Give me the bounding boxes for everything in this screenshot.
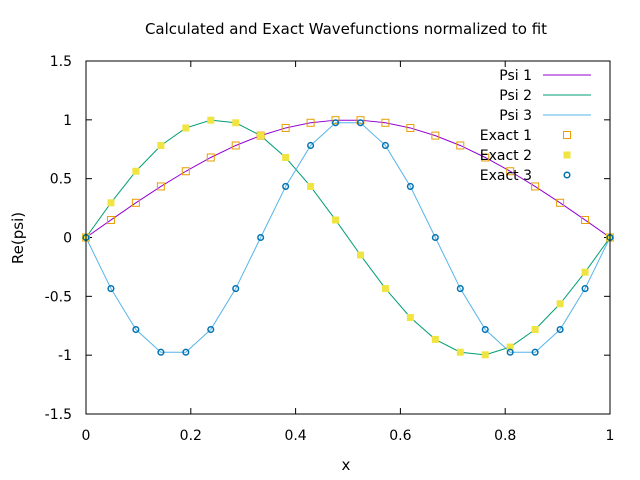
exact-1-point bbox=[181, 167, 190, 176]
exact-1-point bbox=[206, 153, 215, 162]
exact-3-point bbox=[431, 233, 439, 242]
exact-3-point bbox=[381, 141, 389, 150]
exact-1-point bbox=[106, 215, 115, 224]
exact-1-point bbox=[356, 116, 365, 125]
exact-2-point bbox=[182, 124, 190, 132]
legend-swatch-exact-2 bbox=[563, 151, 571, 159]
legend-label-exact-1: Exact 1 bbox=[480, 128, 532, 144]
y-tick-label: 1 bbox=[63, 113, 72, 129]
exact-1-point bbox=[281, 123, 290, 132]
exact-3-point bbox=[331, 119, 340, 127]
exact-3-point bbox=[282, 182, 290, 190]
exact-3-point bbox=[406, 182, 414, 190]
exact-2-point bbox=[132, 167, 140, 175]
exact-3-point bbox=[107, 285, 115, 293]
psi-2-line bbox=[85, 119, 611, 356]
exact-2-point bbox=[307, 182, 315, 190]
exact-3-point bbox=[232, 285, 240, 293]
y-tick-label: -1.5 bbox=[45, 407, 72, 423]
exact-1-point bbox=[231, 141, 240, 150]
exact-1-point bbox=[456, 141, 465, 150]
exact-2-point bbox=[207, 116, 215, 124]
legend-label-exact-2: Exact 2 bbox=[480, 148, 532, 164]
series-lines bbox=[85, 119, 611, 356]
x-axis-title: x bbox=[342, 456, 351, 474]
exact-1-point bbox=[481, 153, 490, 162]
exact-3-point bbox=[506, 348, 514, 356]
x-tick-label: 0.8 bbox=[494, 428, 516, 444]
exact-2-point bbox=[332, 216, 340, 224]
exact-2-point bbox=[257, 132, 265, 140]
plot-frame bbox=[85, 60, 611, 415]
legend-swatch-exact-3 bbox=[563, 171, 571, 179]
exact-1-point bbox=[306, 118, 315, 127]
exact-1-point bbox=[381, 118, 390, 127]
exact-2-point bbox=[157, 141, 165, 149]
exact-1-point bbox=[131, 198, 140, 207]
exact-1-point bbox=[156, 182, 165, 191]
exact-1-point bbox=[506, 167, 515, 176]
x-tick-label: 0.6 bbox=[389, 428, 411, 444]
exact-2-point bbox=[556, 300, 564, 308]
exact-1-point bbox=[431, 131, 440, 140]
x-tick-label: 0.2 bbox=[180, 428, 202, 444]
exact-3-point bbox=[157, 348, 165, 356]
legend: Psi 1 Psi 2 Psi 3 Exact 1 Exact 2 Exact 3 bbox=[480, 68, 591, 184]
exact-2-point bbox=[431, 335, 439, 343]
exact-2-point bbox=[282, 153, 290, 161]
exact-3-point bbox=[132, 325, 140, 334]
exact-3-point bbox=[456, 285, 464, 293]
y-tick-label: -0.5 bbox=[45, 289, 72, 305]
y-tick-label: 0.5 bbox=[50, 172, 72, 188]
x-tick-label: 0 bbox=[82, 428, 91, 444]
exact-2-point bbox=[531, 326, 539, 334]
exact-1-point bbox=[331, 116, 340, 125]
legend-swatch-exact-1 bbox=[563, 131, 571, 139]
exact-3-point bbox=[356, 119, 365, 127]
exact-2-point bbox=[456, 348, 464, 356]
legend-label-psi-1: Psi 1 bbox=[499, 68, 532, 84]
x-tick-label: 0.4 bbox=[284, 428, 306, 444]
chart-title: Calculated and Exact Wavefunctions norma… bbox=[145, 20, 547, 38]
exact-2-point bbox=[107, 199, 115, 207]
y-axis-title: Re(psi) bbox=[9, 212, 27, 264]
exact-3-point bbox=[481, 325, 489, 334]
psi-1-line bbox=[85, 119, 611, 238]
exact-3-point bbox=[531, 348, 539, 356]
exact-3-point bbox=[581, 285, 589, 293]
exact-1-point bbox=[406, 123, 415, 132]
exact-2-point bbox=[481, 351, 489, 359]
exact-1-point bbox=[531, 182, 540, 191]
exact-1-point bbox=[556, 198, 565, 207]
exact-3-point bbox=[182, 348, 190, 356]
x-tick-label: 1 bbox=[606, 428, 615, 444]
psi-3-line bbox=[85, 122, 611, 353]
exact-2-point bbox=[232, 119, 240, 127]
exact-3-point bbox=[556, 325, 564, 334]
legend-label-psi-3: Psi 3 bbox=[499, 108, 532, 124]
exact-3-point bbox=[257, 233, 265, 242]
legend-label-psi-2: Psi 2 bbox=[499, 88, 532, 104]
legend-label-exact-3: Exact 3 bbox=[480, 168, 532, 184]
exact-1-point bbox=[581, 215, 590, 224]
exact-2-point bbox=[406, 314, 414, 322]
exact-2-point bbox=[356, 251, 364, 259]
y-tick-label: 0 bbox=[63, 231, 72, 247]
y-tick-label: 1.5 bbox=[50, 54, 72, 70]
exact-2-point bbox=[381, 285, 389, 293]
exact-2-point bbox=[506, 343, 514, 351]
y-tick-label: -1 bbox=[58, 348, 72, 364]
exact-2-point bbox=[581, 268, 589, 276]
exact-3-point bbox=[307, 141, 315, 150]
exact-3-point bbox=[207, 325, 215, 334]
